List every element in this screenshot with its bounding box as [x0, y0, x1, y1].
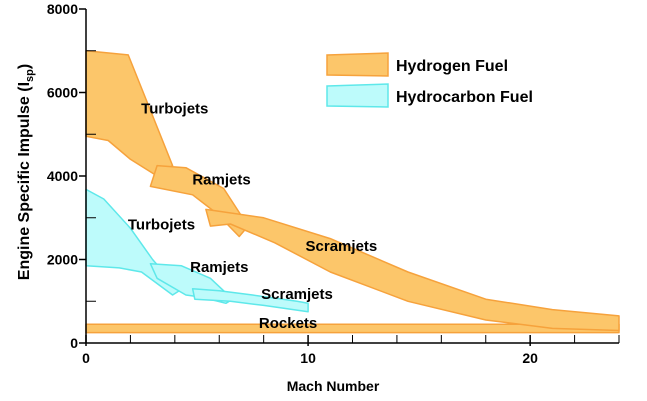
region-labels: Rockets Turbojets Ramjets Scramjets Turbojet…: [128, 100, 377, 332]
region-turbojets-hydrogen: [85, 50, 174, 177]
region-label-turbojets-hydrocarbon: Turbojets: [128, 216, 195, 233]
region-scramjets-hydrogen: [205, 208, 620, 332]
x-tick-label-10: 10: [300, 350, 316, 366]
region-label-turbojets-hydrogen: Turbojets: [141, 100, 208, 117]
legend-swatch-hydrogen-fuel: [326, 52, 389, 77]
region-label-rockets-hydrogen: Rockets: [259, 315, 317, 332]
x-axis-label: Mach Number: [287, 378, 380, 394]
y-tick-label-2000: 2000: [47, 252, 78, 268]
y-tick-label-6000: 6000: [47, 85, 78, 101]
y-tick-label-0: 0: [70, 335, 78, 351]
y-tick-label-8000: 8000: [47, 1, 78, 17]
region-label-scramjets-hydrogen: Scramjets: [306, 238, 378, 255]
chart-regions: [85, 50, 620, 334]
x-tick-label-20: 20: [522, 350, 538, 366]
y-axis-label-subscript: sp: [24, 69, 36, 82]
legend-swatch-hydrocarbon-fuel: [326, 83, 389, 108]
region-label-ramjets-hydrogen: Ramjets: [192, 171, 250, 188]
region-scramjets-hydrocarbon: [191, 287, 309, 313]
legend-label-hydrogen-fuel: Hydrogen Fuel: [396, 58, 508, 75]
legend: Hydrogen Fuel Hydrocarbon Fuel: [326, 52, 533, 108]
region-label-scramjets-hydrocarbon: Scramjets: [261, 286, 333, 303]
legend-label-hydrocarbon-fuel: Hydrocarbon Fuel: [396, 89, 533, 106]
region-label-ramjets-hydrocarbon: Ramjets: [190, 259, 248, 276]
y-tick-label-4000: 4000: [47, 168, 78, 184]
x-tick-label-0: 0: [82, 350, 90, 366]
y-axis-label: Engine Specific Impulse (Isp): [16, 64, 36, 280]
chart-axes: 0 2000 4000 6000 8000 0 10 20: [47, 1, 620, 366]
